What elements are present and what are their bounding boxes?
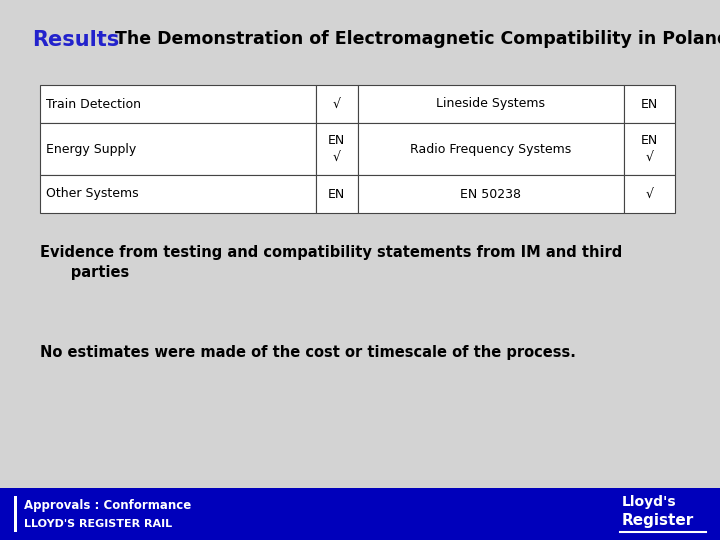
Bar — [624, 85, 675, 123]
Bar — [316, 123, 358, 175]
Text: EN 50238: EN 50238 — [460, 187, 521, 200]
Text: EN: EN — [641, 98, 658, 111]
Text: EN
√: EN √ — [328, 134, 346, 164]
Text: LLOYD'S REGISTER RAIL: LLOYD'S REGISTER RAIL — [24, 519, 172, 529]
Bar — [40, 175, 316, 213]
Text: parties: parties — [40, 265, 130, 280]
Bar — [40, 123, 316, 175]
Bar — [316, 175, 358, 213]
Bar — [358, 175, 624, 213]
Text: Evidence from testing and compatibility statements from IM and third: Evidence from testing and compatibility … — [40, 245, 622, 260]
Text: Lloyd's: Lloyd's — [622, 495, 677, 509]
Bar — [624, 175, 675, 213]
Text: Radio Frequency Systems: Radio Frequency Systems — [410, 143, 572, 156]
Text: Other Systems: Other Systems — [46, 187, 139, 200]
Text: EN: EN — [328, 187, 346, 200]
Text: Train Detection: Train Detection — [46, 98, 141, 111]
Bar — [358, 123, 624, 175]
Text: Energy Supply: Energy Supply — [46, 143, 136, 156]
Text: Lineside Systems: Lineside Systems — [436, 98, 545, 111]
Bar — [358, 85, 624, 123]
Bar — [14, 496, 17, 532]
Text: √: √ — [646, 187, 654, 200]
Text: √: √ — [333, 98, 341, 111]
Bar — [40, 85, 316, 123]
Bar — [624, 123, 675, 175]
Text: Results: Results — [32, 30, 120, 50]
Text: The Demonstration of Electromagnetic Compatibility in Poland: The Demonstration of Electromagnetic Com… — [115, 30, 720, 48]
FancyBboxPatch shape — [8, 52, 712, 492]
Bar — [316, 85, 358, 123]
Bar — [0, 488, 720, 540]
Text: Register: Register — [622, 512, 694, 528]
Text: Approvals : Conformance: Approvals : Conformance — [24, 498, 192, 511]
Text: EN
√: EN √ — [641, 134, 658, 164]
Text: No estimates were made of the cost or timescale of the process.: No estimates were made of the cost or ti… — [40, 345, 576, 360]
